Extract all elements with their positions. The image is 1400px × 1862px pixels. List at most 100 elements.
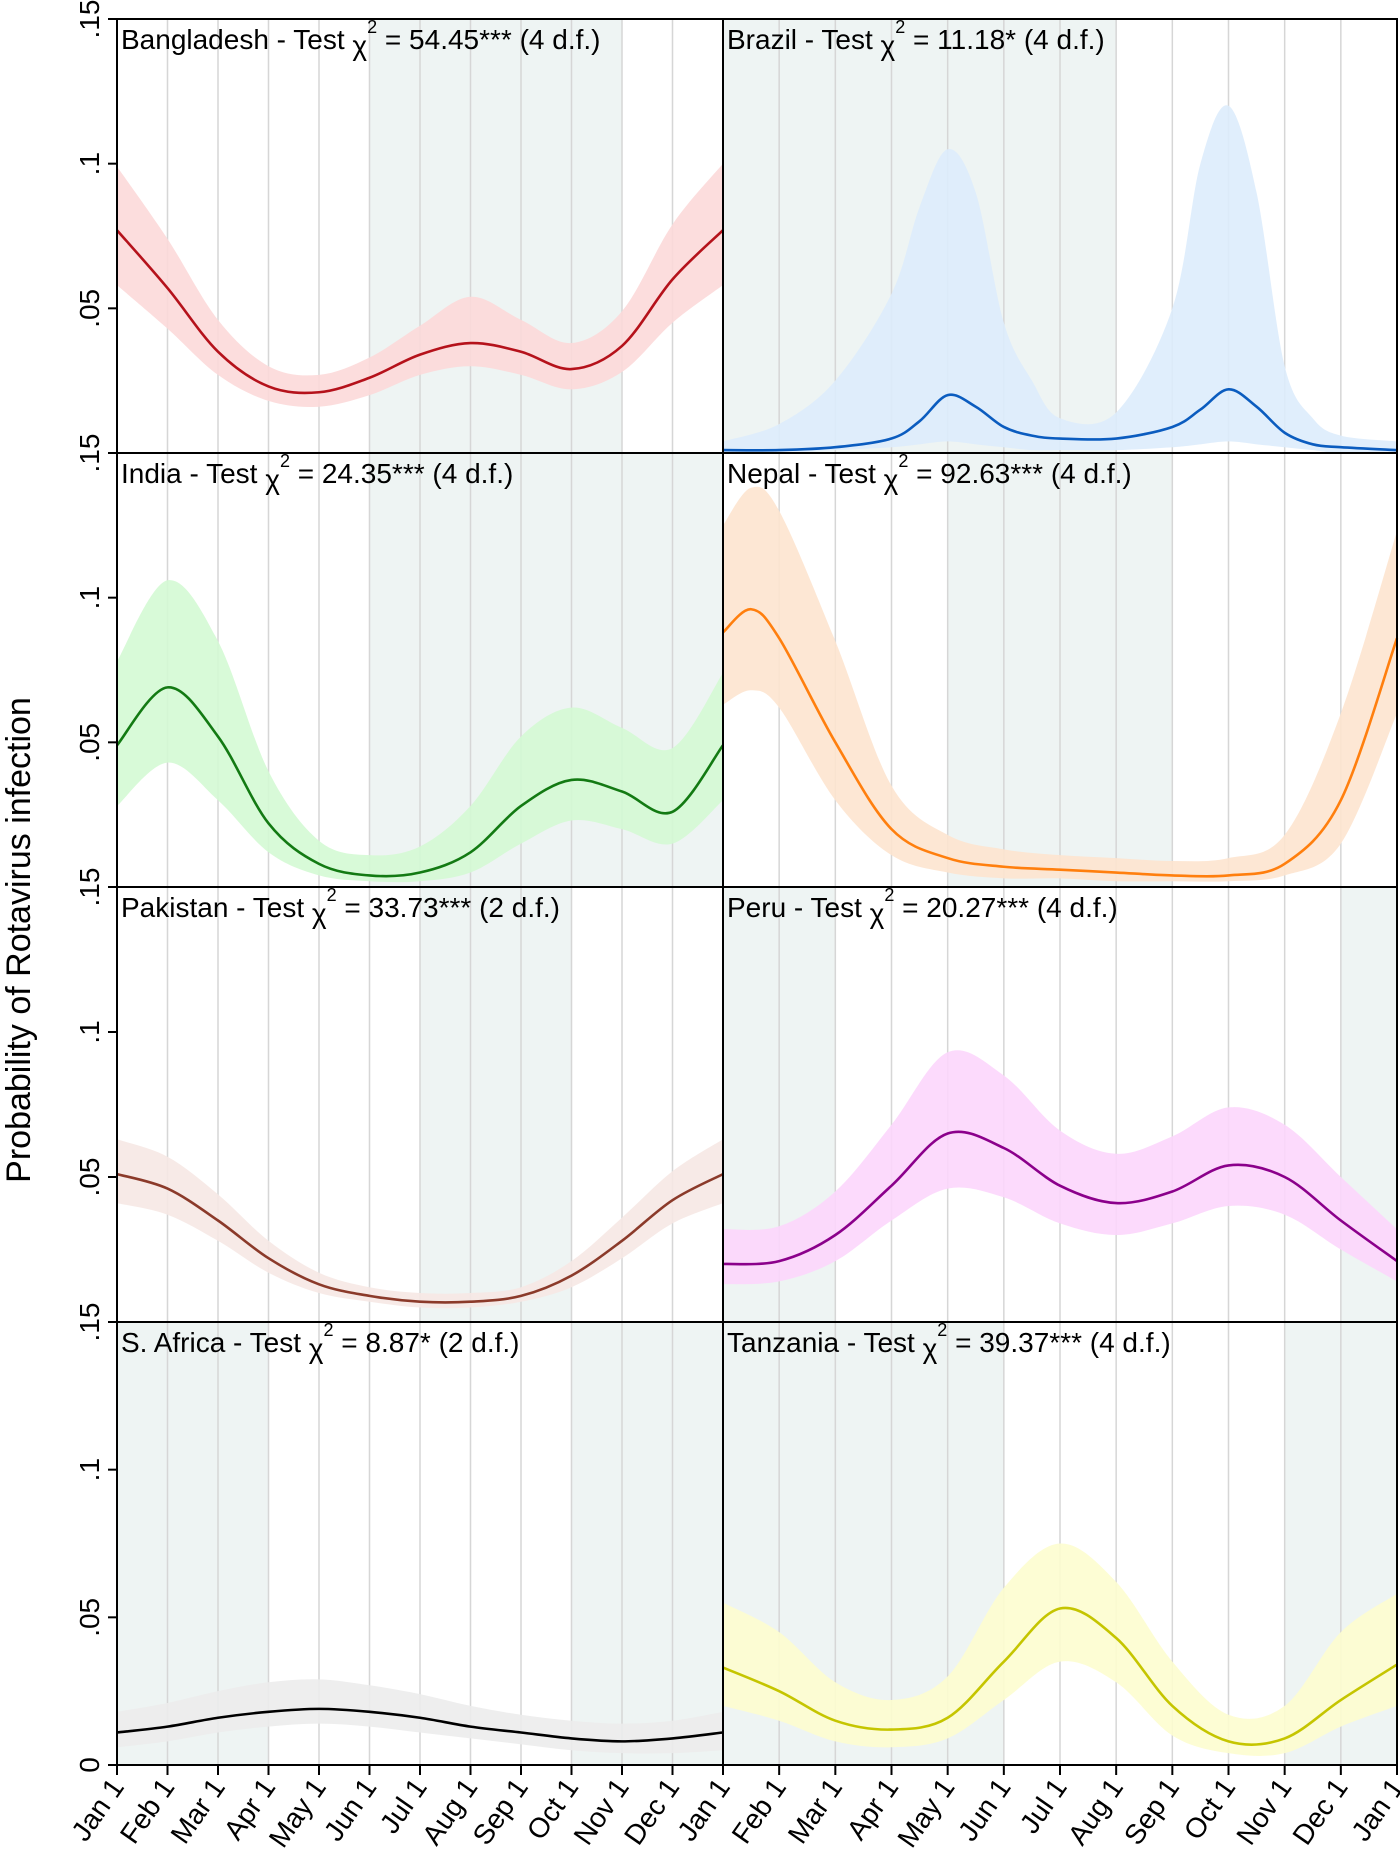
shaded-season bbox=[571, 1322, 723, 1765]
panels: Bangladesh - Test χ2 = 54.45*** (4 d.f.)… bbox=[74, 0, 1399, 1773]
panel-pakistan: Pakistan - Test χ2 = 33.73*** (2 d.f.) .0… bbox=[74, 868, 724, 1323]
chi-symbol: χ bbox=[923, 1333, 938, 1364]
confidence-band bbox=[723, 486, 1397, 882]
y-tick-label: 0 bbox=[74, 1757, 105, 1773]
chi-symbol: χ bbox=[881, 30, 896, 61]
title-stat: = 24.35*** (4 d.f.) bbox=[290, 458, 513, 489]
y-tick-label: .1 bbox=[74, 152, 105, 175]
x-tick-label: Aug 1 bbox=[1062, 1773, 1129, 1851]
panel-tanzania: Tanzania - Test χ2 = 39.37*** (4 d.f.) bbox=[722, 1320, 1398, 1766]
y-tick-label: .1 bbox=[74, 586, 105, 609]
chi-exponent: 2 bbox=[898, 451, 908, 471]
mean-line bbox=[116, 229, 724, 395]
chi-exponent: 2 bbox=[367, 17, 377, 37]
mean-line bbox=[722, 1130, 1398, 1266]
confidence-band bbox=[117, 1679, 723, 1754]
confidence-band bbox=[117, 1139, 723, 1309]
chi-symbol: χ bbox=[884, 464, 899, 495]
mean-line bbox=[115, 686, 725, 878]
x-tick-label: Mar 1 bbox=[164, 1773, 230, 1849]
confidence-band bbox=[117, 163, 723, 407]
mean-line bbox=[722, 1606, 1398, 1746]
title-prefix: Nepal - Test bbox=[727, 458, 884, 489]
title-prefix: Peru - Test bbox=[727, 892, 870, 923]
chi-exponent: 2 bbox=[323, 1320, 333, 1340]
shaded-season bbox=[420, 887, 572, 1322]
x-tick-label: Jan 1 bbox=[1345, 1773, 1400, 1847]
panel-s-africa: S. Africa - Test χ2 = 8.87* (2 d.f.) 0 .05… bbox=[74, 1303, 724, 1773]
title-prefix: Tanzania - Test bbox=[727, 1327, 923, 1358]
x-tick-label: Feb 1 bbox=[726, 1773, 792, 1849]
confidence-band bbox=[723, 1543, 1397, 1756]
title-prefix: Pakistan - Test bbox=[121, 892, 312, 923]
y-axis-label: Probability of Rotavirus infection bbox=[0, 697, 38, 1183]
mean-line bbox=[722, 388, 1398, 452]
panel-title: Pakistan - Test χ2 = 33.73*** (2 d.f.) bbox=[121, 885, 560, 929]
title-prefix: Bangladesh - Test bbox=[121, 24, 352, 55]
chi-exponent: 2 bbox=[884, 885, 894, 905]
chi-symbol: χ bbox=[352, 30, 367, 61]
x-tick-label: Nov 1 bbox=[568, 1773, 635, 1851]
title-prefix: S. Africa - Test bbox=[121, 1327, 309, 1358]
panel-brazil: Brazil - Test χ2 = 11.18* (4 d.f.) bbox=[722, 17, 1398, 454]
title-stat: = 20.27*** (4 d.f.) bbox=[894, 892, 1117, 923]
mean-line bbox=[116, 1707, 724, 1743]
title-stat: = 92.63*** (4 d.f.) bbox=[908, 458, 1131, 489]
panel-title: Bangladesh - Test χ2 = 54.45*** (4 d.f.) bbox=[121, 17, 601, 61]
title-stat: = 8.87* (2 d.f.) bbox=[334, 1327, 520, 1358]
x-tick-label: Dec 1 bbox=[1286, 1773, 1353, 1851]
title-prefix: India - Test bbox=[121, 458, 265, 489]
title-stat: = 54.45*** (4 d.f.) bbox=[377, 24, 600, 55]
panel-title: Peru - Test χ2 = 20.27*** (4 d.f.) bbox=[727, 885, 1118, 929]
x-tick-label: Sep 1 bbox=[1118, 1773, 1185, 1851]
panel-title: Tanzania - Test χ2 = 39.37*** (4 d.f.) bbox=[727, 1320, 1171, 1364]
x-tick-label: Feb 1 bbox=[114, 1773, 180, 1849]
x-tick-label: Dec 1 bbox=[618, 1773, 685, 1851]
y-tick-label: .1 bbox=[74, 1458, 105, 1481]
y-tick-label: .05 bbox=[74, 1158, 105, 1197]
panel-title: Brazil - Test χ2 = 11.18* (4 d.f.) bbox=[727, 17, 1105, 61]
panel-nepal: Nepal - Test χ2 = 92.63*** (4 d.f.) bbox=[722, 451, 1399, 888]
y-tick-label: .15 bbox=[74, 868, 105, 907]
chi-exponent: 2 bbox=[327, 885, 337, 905]
y-tick-label: .05 bbox=[74, 723, 105, 762]
y-tick-label: .05 bbox=[74, 289, 105, 328]
x-tick-label: Nov 1 bbox=[1230, 1773, 1297, 1851]
mean-line bbox=[116, 1172, 724, 1304]
y-tick-label: .1 bbox=[74, 1020, 105, 1043]
mean-line bbox=[722, 607, 1399, 878]
panel-title: S. Africa - Test χ2 = 8.87* (2 d.f.) bbox=[121, 1320, 520, 1364]
title-stat: = 33.73*** (2 d.f.) bbox=[337, 892, 560, 923]
panel-title: India - Test χ2 = 24.35*** (4 d.f.) bbox=[121, 451, 513, 495]
x-tick-label: May 1 bbox=[891, 1773, 960, 1853]
x-tick-label: Sep 1 bbox=[467, 1773, 534, 1851]
chi-symbol: χ bbox=[312, 898, 327, 929]
y-tick-label: .15 bbox=[74, 0, 105, 38]
title-stat: = 39.37*** (4 d.f.) bbox=[947, 1327, 1170, 1358]
x-tick-label: Aug 1 bbox=[416, 1773, 483, 1851]
panel-bangladesh: Bangladesh - Test χ2 = 54.45*** (4 d.f.)… bbox=[74, 0, 724, 454]
chi-symbol: χ bbox=[265, 464, 280, 495]
panel-peru: Peru - Test χ2 = 20.27*** (4 d.f.) bbox=[722, 885, 1398, 1323]
title-stat: = 11.18* (4 d.f.) bbox=[905, 24, 1105, 55]
chi-symbol: χ bbox=[870, 898, 885, 929]
x-tick-label: Jun 1 bbox=[318, 1773, 383, 1847]
x-tick-label: Jun 1 bbox=[952, 1773, 1017, 1847]
confidence-band bbox=[723, 1050, 1397, 1285]
x-tick-label: Mar 1 bbox=[782, 1773, 848, 1849]
x-tick-label: Jan 1 bbox=[671, 1773, 736, 1847]
chi-exponent: 2 bbox=[895, 17, 905, 37]
chi-exponent: 2 bbox=[937, 1320, 947, 1340]
chi-exponent: 2 bbox=[280, 451, 290, 471]
confidence-band bbox=[117, 580, 723, 883]
chi-symbol: χ bbox=[309, 1333, 324, 1364]
y-tick-label: .15 bbox=[74, 1303, 105, 1342]
confidence-band bbox=[723, 105, 1397, 454]
y-tick-label: .05 bbox=[74, 1598, 105, 1637]
panel-india: India - Test χ2 = 24.35*** (4 d.f.) .05 .1… bbox=[74, 434, 725, 888]
title-prefix: Brazil - Test bbox=[727, 24, 881, 55]
panel-title: Nepal - Test χ2 = 92.63*** (4 d.f.) bbox=[727, 451, 1132, 495]
y-tick-label: .15 bbox=[74, 434, 105, 473]
